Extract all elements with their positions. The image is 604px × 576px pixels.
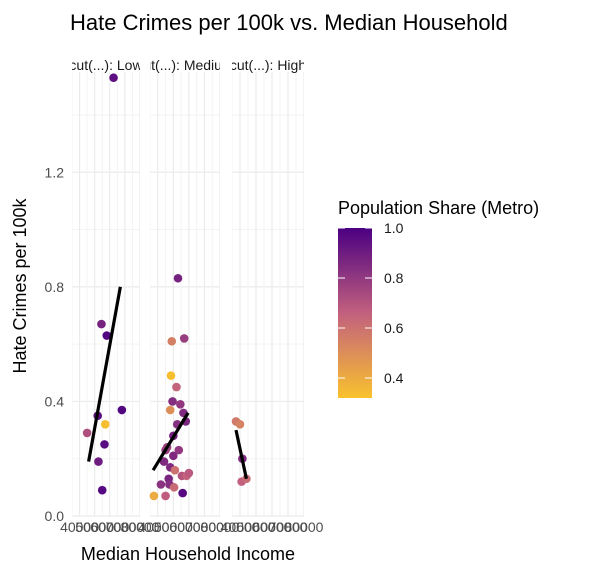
y-tick-label: 1.2 <box>45 164 65 180</box>
data-point <box>184 468 194 478</box>
facet-strip-label: cut(...): Low <box>69 57 143 73</box>
y-axis-title: Hate Crimes per 100k <box>10 197 30 373</box>
trend-line <box>234 429 248 480</box>
data-point <box>169 483 179 492</box>
data-point <box>156 480 166 489</box>
data-point <box>168 397 177 406</box>
data-point <box>169 451 178 461</box>
x-tick-label: 70000 <box>269 519 308 535</box>
data-point <box>102 331 112 340</box>
data-point <box>117 405 127 415</box>
trend-line <box>87 286 122 462</box>
data-point <box>179 334 189 343</box>
facet-strip-label: cut(...): High <box>230 57 306 73</box>
x-tick-label: 50000 <box>75 519 114 535</box>
x-tick-label: 80000 <box>201 519 240 535</box>
y-tick-label: 0.0 <box>45 508 65 524</box>
data-point <box>161 491 170 501</box>
facet-strip-label: cut(...): Medium <box>136 57 233 73</box>
legend-colorbar <box>338 228 372 398</box>
data-point <box>172 382 181 392</box>
data-point <box>174 445 184 455</box>
data-point <box>100 440 109 449</box>
legend-label: 0.8 <box>384 270 404 286</box>
x-tick-label: 40000 <box>60 519 99 535</box>
data-point <box>97 319 106 329</box>
data-point <box>165 405 175 415</box>
y-tick-label: 0.8 <box>45 279 65 295</box>
x-tick-label: 60000 <box>90 519 129 535</box>
y-tick-label: 0.4 <box>45 393 65 409</box>
data-point <box>178 488 187 498</box>
data-point <box>170 465 180 475</box>
color-legend: Population Share (Metro) 1.0 0.8 0.6 0.4 <box>338 198 539 398</box>
x-tick-label: 70000 <box>105 519 144 535</box>
grid <box>150 72 220 517</box>
data-point <box>94 457 103 466</box>
x-tick-label: 50000 <box>237 519 276 535</box>
data-point <box>82 428 92 438</box>
chart-title: Hate Crimes per 100k vs. Median Househol… <box>70 10 508 35</box>
data-point <box>166 371 176 380</box>
point-layer <box>82 73 127 495</box>
grid <box>232 72 304 517</box>
x-tick-label: 40000 <box>138 519 177 535</box>
data-point <box>100 420 110 429</box>
x-tick-label: 80000 <box>285 519 324 535</box>
legend-label: 0.4 <box>384 370 404 386</box>
y-axis: 0.0 0.4 0.8 1.2 <box>45 164 65 524</box>
x-tick-label: 60000 <box>253 519 292 535</box>
legend-label: 0.6 <box>384 320 404 336</box>
x-tick-label: 40000 <box>221 519 260 535</box>
data-point <box>97 485 107 495</box>
x-axis-title: Median Household Income <box>81 544 295 564</box>
grid <box>72 72 140 517</box>
x-tick-label: 80000 <box>121 519 160 535</box>
trend-line <box>151 412 190 472</box>
data-point <box>173 273 183 283</box>
data-point <box>159 457 169 466</box>
x-tick-label: 50000 <box>154 519 193 535</box>
facet-panels: cut(...): Low4000050000600007000080000cu… <box>60 57 324 535</box>
data-point <box>167 336 177 346</box>
data-point <box>109 73 118 83</box>
legend-title: Population Share (Metro) <box>338 198 539 218</box>
facet-panel: cut(...): Medium 400005000060000700008000… <box>136 57 239 535</box>
x-tick-label: 70000 <box>185 519 224 535</box>
legend-label: 1.0 <box>384 220 404 236</box>
data-point <box>235 420 245 429</box>
data-point <box>176 399 185 409</box>
x-tick-label: 60000 <box>169 519 208 535</box>
legend-ticks: 1.0 0.8 0.6 0.4 <box>338 220 404 386</box>
data-point <box>149 491 159 501</box>
